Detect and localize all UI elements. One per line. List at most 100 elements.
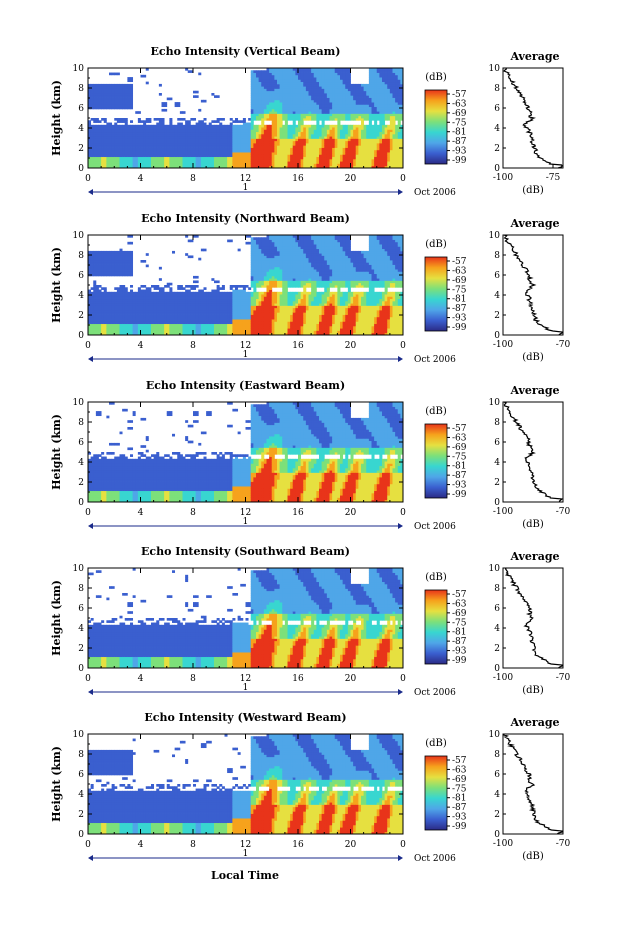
heatmap-cell	[287, 143, 291, 146]
heatmap-cell	[342, 147, 346, 151]
heatmap-cell	[316, 138, 320, 142]
heatmap-cell	[250, 95, 254, 98]
heatmap-cell	[279, 99, 283, 103]
heatmap-cell	[101, 332, 105, 336]
heatmap-cell	[313, 131, 317, 135]
heatmap-cell	[400, 90, 404, 94]
heatmap-cell	[382, 140, 386, 144]
heatmap-cell	[106, 93, 110, 96]
heatmap-cell	[329, 145, 333, 148]
heatmap-cell	[122, 106, 126, 110]
heatmap-cell	[229, 161, 233, 164]
heatmap-cell	[284, 129, 288, 133]
heatmap-cell	[290, 149, 294, 153]
heatmap-cell	[216, 143, 220, 146]
heatmap-cell	[103, 88, 107, 92]
heatmap-cell	[329, 131, 333, 135]
heatmap-cell	[148, 289, 152, 293]
heatmap-cell	[237, 120, 241, 123]
heatmap-cell	[300, 68, 304, 71]
heatmap-cell	[216, 152, 220, 155]
heatmap-cell	[258, 145, 262, 148]
heatmap-cell	[101, 305, 105, 309]
heatmap-cell	[256, 108, 260, 112]
heatmap-cell	[95, 83, 99, 87]
heatmap-cell	[214, 163, 218, 167]
heatmap-cell	[98, 163, 102, 167]
heatmap-cell	[237, 149, 241, 153]
heatmap-cell	[308, 163, 312, 167]
heatmap-cell	[266, 90, 270, 94]
heatmap-cell	[124, 83, 128, 87]
heatmap-cell	[345, 93, 349, 96]
heatmap-cell	[135, 149, 139, 153]
heatmap-cell	[193, 127, 197, 130]
heatmap-cell	[303, 145, 307, 148]
heatmap-cell	[111, 165, 115, 169]
heatmap-cell	[261, 86, 265, 89]
heatmap-cell	[93, 161, 97, 164]
heatmap-cell	[185, 138, 189, 142]
heatmap-cell	[387, 124, 391, 128]
heatmap-cell	[143, 74, 147, 78]
heatmap-cell	[95, 273, 99, 277]
heatmap-cell	[221, 124, 225, 128]
heatmap-cell	[269, 143, 273, 146]
heatmap-cell	[300, 113, 304, 117]
heatmap-cell	[227, 136, 231, 139]
heatmap-cell	[266, 106, 270, 110]
heatmap-cell	[193, 129, 197, 133]
heatmap-cell	[151, 310, 155, 313]
heatmap-cell	[392, 149, 396, 153]
heatmap-cell	[392, 93, 396, 96]
heatmap-cell	[363, 161, 367, 164]
heatmap-cell	[156, 165, 160, 169]
heatmap-cell	[98, 154, 102, 158]
heatmap-cell	[195, 90, 199, 94]
heatmap-cell	[313, 102, 317, 105]
heatmap-cell	[263, 74, 267, 78]
heatmap-cell	[395, 147, 399, 151]
heatmap-cell	[214, 147, 218, 151]
heatmap-cell	[258, 83, 262, 87]
heatmap-cell	[111, 291, 115, 295]
heatmap-cell	[206, 149, 210, 153]
heatmap-cell	[193, 143, 197, 146]
heatmap-cell	[342, 97, 346, 101]
heatmap-cell	[319, 108, 323, 112]
heatmap-cell	[151, 300, 155, 304]
heatmap-cell	[250, 161, 254, 164]
heatmap-cell	[303, 90, 307, 94]
heatmap-cell	[253, 163, 257, 167]
heatmap-cell	[258, 154, 262, 158]
heatmap-cell	[127, 156, 131, 160]
heatmap-cell	[98, 136, 102, 139]
heatmap-cell	[384, 124, 388, 128]
heatmap-cell	[158, 120, 162, 123]
heatmap-cell	[143, 300, 147, 304]
heatmap-cell	[130, 95, 134, 98]
heatmap-cell	[103, 138, 107, 142]
heatmap-cell	[203, 127, 207, 130]
heatmap-cell	[145, 312, 149, 315]
heatmap-cell	[382, 143, 386, 146]
heatmap-cell	[324, 133, 328, 137]
heatmap-cell	[395, 156, 399, 160]
heatmap-cell	[326, 124, 330, 128]
heatmap-cell	[261, 163, 265, 167]
heatmap-cell	[321, 158, 325, 162]
heatmap-cell	[382, 165, 386, 169]
heatmap-cell	[266, 102, 270, 105]
heatmap-cell	[248, 133, 252, 137]
heatmap-cell	[256, 156, 260, 160]
heatmap-cell	[214, 133, 218, 137]
heatmap-cell	[284, 68, 288, 71]
heatmap-cell	[397, 152, 401, 155]
heatmap-cell	[166, 154, 170, 158]
heatmap-cell	[124, 314, 128, 318]
heatmap-cell	[88, 122, 92, 126]
heatmap-cell	[284, 149, 288, 153]
heatmap-cell	[240, 133, 244, 137]
heatmap-cell	[179, 127, 183, 130]
heatmap-cell	[200, 124, 204, 128]
